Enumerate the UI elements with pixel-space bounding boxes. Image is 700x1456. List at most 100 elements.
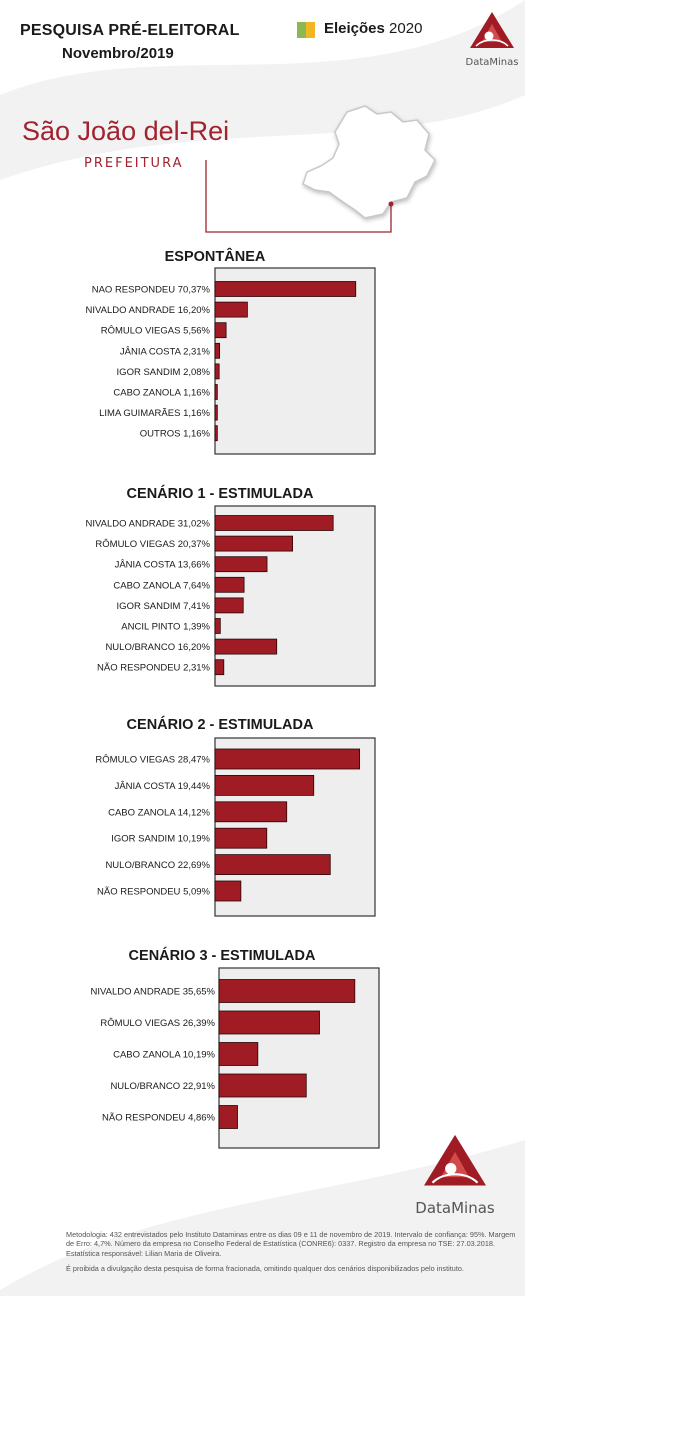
category-label: RÔMULO VIEGAS 26,39% xyxy=(100,1018,215,1029)
value-label: 5,56% xyxy=(183,326,210,337)
category-name: RÔMULO VIEGAS xyxy=(95,539,177,550)
category-label: JÂNIA COSTA 19,44% xyxy=(115,781,211,792)
category-name: NAO RESPONDEU xyxy=(92,285,178,296)
category-label: CABO ZANOLA 7,64% xyxy=(113,580,210,591)
value-label: 13,66% xyxy=(178,560,211,571)
category-label: CABO ZANOLA 1,16% xyxy=(113,388,210,399)
category-name: NIVALDO ANDRADE xyxy=(91,987,183,998)
chart-espontanea: NAO RESPONDEU 70,37%NIVALDO ANDRADE 16,2… xyxy=(86,267,376,455)
bar xyxy=(214,597,244,614)
bar xyxy=(218,1042,259,1066)
minas-gerais-map-icon xyxy=(302,105,436,219)
category-name: IGOR SANDIM xyxy=(111,834,178,845)
category-label: JÂNIA COSTA 13,66% xyxy=(115,560,211,571)
bar xyxy=(214,363,220,380)
chart-title-cenario-1: CENÁRIO 1 - ESTIMULADA xyxy=(126,486,314,502)
category-name: NULO/BRANCO xyxy=(105,642,177,653)
bar xyxy=(214,854,331,875)
flag-green-stripe xyxy=(297,22,306,38)
value-label: 1,16% xyxy=(183,429,210,440)
category-label: RÔMULO VIEGAS 20,37% xyxy=(95,539,210,550)
category-name: OUTROS xyxy=(140,429,183,440)
value-label: 16,20% xyxy=(178,642,211,653)
category-name: RÔMULO VIEGAS xyxy=(100,1018,182,1029)
chart-cenario-2: RÔMULO VIEGAS 28,47% JÂNIA COSTA 19,44% CA… xyxy=(95,737,376,917)
triangle-logo-icon xyxy=(470,12,514,48)
category-label: NÃO RESPONDEU 4,86% xyxy=(102,1113,216,1124)
chart-title-espontanea: ESPONTÂNEA xyxy=(164,249,266,265)
methodology-text: Metodologia: 432 entrevistados pelo Inst… xyxy=(66,1230,516,1258)
notice-text: É proibida a divulgação desta pesquisa d… xyxy=(66,1264,464,1274)
value-label: 7,64% xyxy=(183,580,210,591)
value-label: 16,20% xyxy=(178,305,211,316)
bar xyxy=(214,535,293,552)
chart-cenario-3: NIVALDO ANDRADE 35,65% RÔMULO VIEGAS 26,3… xyxy=(91,967,380,1149)
value-label: 1,39% xyxy=(183,622,210,633)
bar xyxy=(214,801,288,823)
category-label: ANCIL PINTO 1,39% xyxy=(121,622,210,633)
footer: Metodologia: 432 entrevistados pelo Inst… xyxy=(66,1230,521,1280)
election-badge-year: 2020 xyxy=(389,20,423,37)
category-label: IGOR SANDIM 2,08% xyxy=(117,367,211,378)
bar xyxy=(214,301,248,318)
bar xyxy=(214,322,227,339)
category-label: NULO/BRANCO 22,69% xyxy=(105,860,210,871)
category-label: CABO ZANOLA 14,12% xyxy=(108,807,210,818)
value-label: 35,65% xyxy=(183,987,216,998)
category-label: IGOR SANDIM 10,19% xyxy=(111,834,210,845)
category-name: NÃO RESPONDEU xyxy=(97,663,183,674)
category-label: LIMA GUIMARÃES 1,16% xyxy=(99,408,210,419)
value-label: 2,31% xyxy=(183,663,210,674)
category-label: NIVALDO ANDRADE 31,02% xyxy=(86,519,211,530)
category-name: JÂNIA COSTA xyxy=(115,560,178,571)
value-label: 20,37% xyxy=(178,539,211,550)
category-name: NIVALDO ANDRADE xyxy=(86,305,178,316)
category-label: NIVALDO ANDRADE 35,65% xyxy=(91,987,216,998)
value-label: 2,31% xyxy=(183,346,210,357)
category-name: IGOR SANDIM xyxy=(117,601,184,612)
chart-frame xyxy=(214,267,376,455)
bar xyxy=(218,979,356,1003)
poster: PESQUISA PRÉ-ELEITORAL Novembro/2019 Ele… xyxy=(0,0,525,1296)
city-name: São João del-Rei xyxy=(22,116,230,146)
value-label: 1,16% xyxy=(183,408,210,419)
value-label: 2,08% xyxy=(183,367,210,378)
category-label: RÔMULO VIEGAS 28,47% xyxy=(95,755,210,766)
office-name: PREFEITURA xyxy=(84,156,184,171)
bar xyxy=(214,576,245,593)
category-name: NÃO RESPONDEU xyxy=(102,1113,188,1124)
value-label: 28,47% xyxy=(178,755,211,766)
chart-title-cenario-2: CENÁRIO 2 - ESTIMULADA xyxy=(126,717,314,733)
category-label: NIVALDO ANDRADE 16,20% xyxy=(86,305,211,316)
flag-icon xyxy=(297,22,315,38)
value-label: 14,12% xyxy=(178,807,211,818)
bar xyxy=(214,556,268,573)
category-name: IGOR SANDIM xyxy=(117,367,184,378)
dataminas-logo-top: DataMinas xyxy=(462,10,522,68)
category-label: OUTROS 1,16% xyxy=(140,429,211,440)
bar xyxy=(214,281,357,297)
bar xyxy=(214,618,221,634)
bar xyxy=(214,404,218,421)
value-label: 10,19% xyxy=(178,834,211,845)
category-label: JÂNIA COSTA 2,31% xyxy=(120,346,211,357)
category-label: RÔMULO VIEGAS 5,56% xyxy=(101,326,211,337)
background-swoosh xyxy=(0,0,525,1296)
category-label: CABO ZANOLA 10,19% xyxy=(113,1050,215,1061)
category-label: NÃO RESPONDEU 2,31% xyxy=(97,663,211,674)
bar xyxy=(214,775,315,796)
bar xyxy=(214,342,221,359)
category-name: ANCIL PINTO xyxy=(121,622,183,633)
category-name: CABO ZANOLA xyxy=(108,807,178,818)
bar xyxy=(214,748,361,770)
bar xyxy=(214,827,268,849)
category-name: CABO ZANOLA xyxy=(113,1050,183,1061)
value-label: 1,16% xyxy=(183,388,210,399)
category-label: IGOR SANDIM 7,41% xyxy=(117,601,211,612)
value-label: 7,41% xyxy=(183,601,210,612)
chart-cenario-1: NIVALDO ANDRADE 31,02% RÔMULO VIEGAS 20,3… xyxy=(86,505,376,687)
category-name: JÂNIA COSTA xyxy=(115,781,178,792)
chart-frame xyxy=(214,505,376,687)
bar xyxy=(214,880,242,902)
dataminas-logo-bottom: DataMinas xyxy=(405,1132,505,1217)
